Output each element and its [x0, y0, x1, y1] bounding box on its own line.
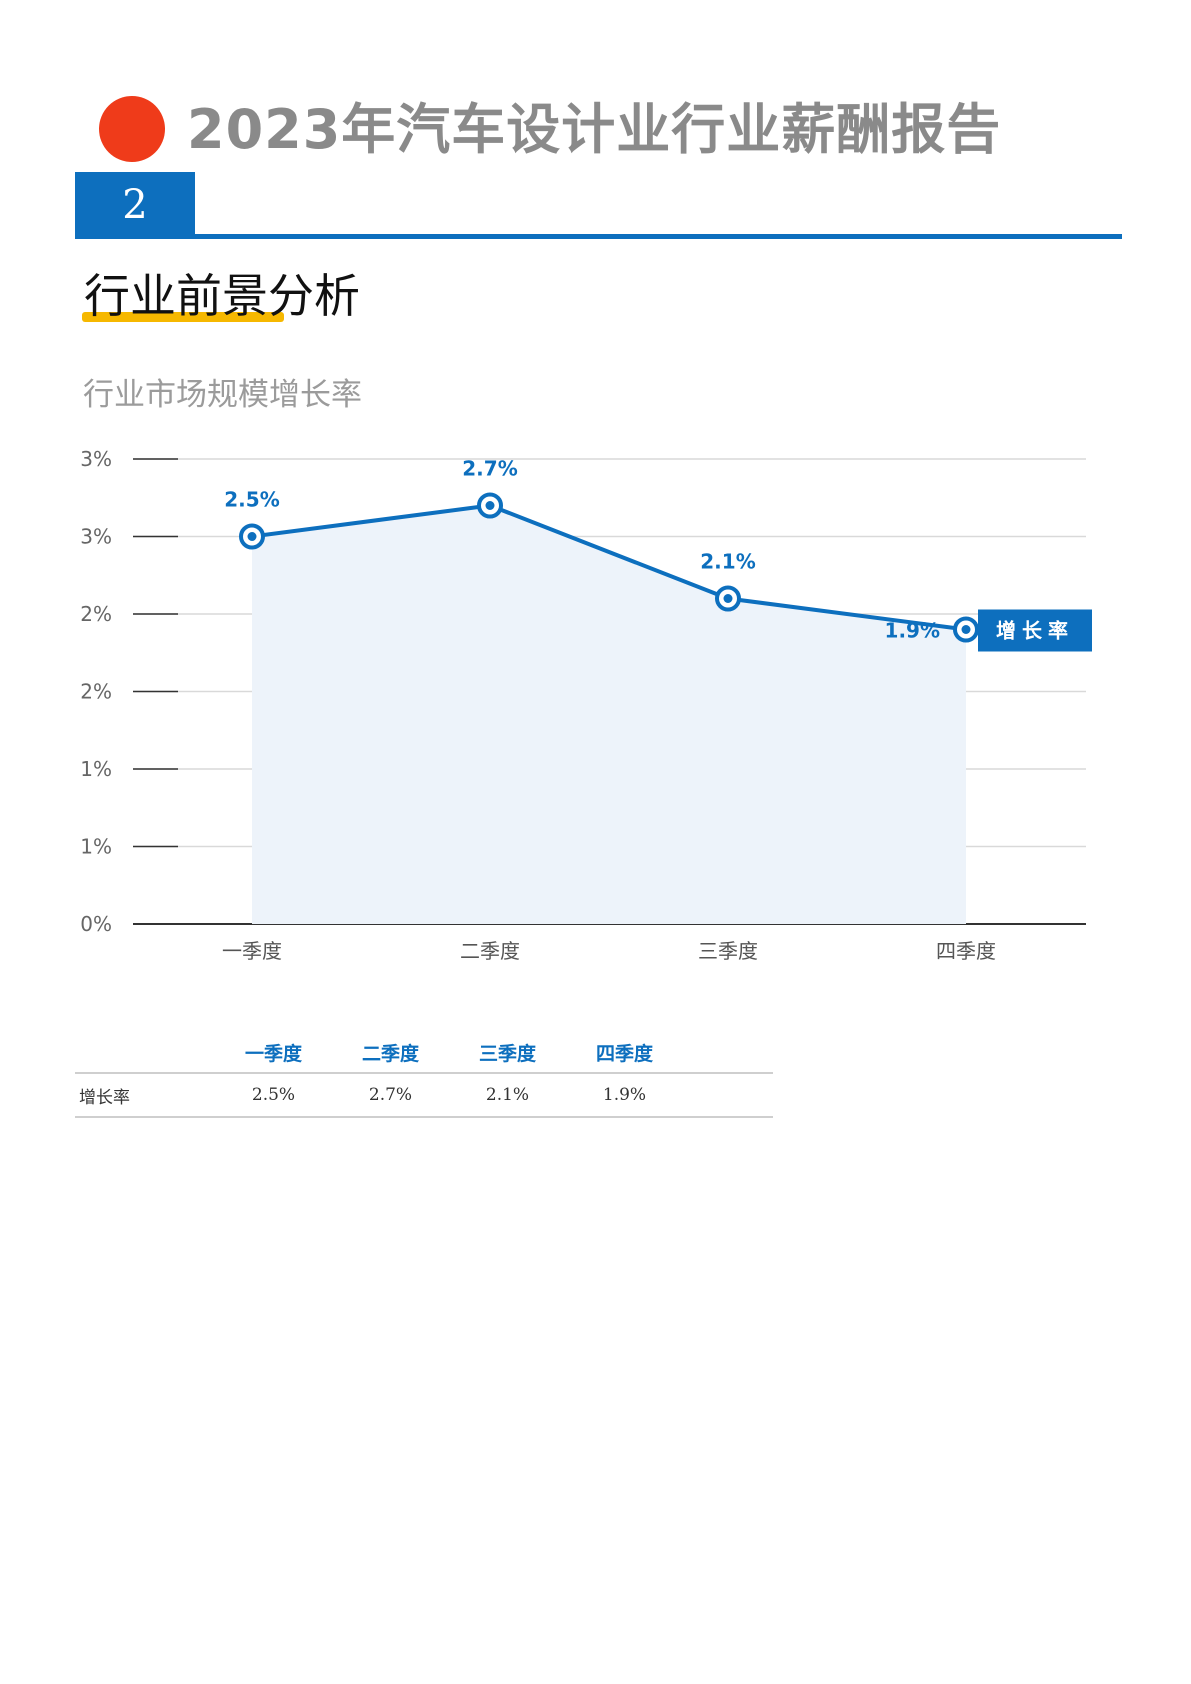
section-title: 行业前景分析 — [84, 269, 360, 323]
y-tick-label: 1% — [80, 835, 112, 859]
x-tick-label: 二季度 — [460, 939, 520, 963]
data-point-center — [961, 625, 971, 634]
data-point-center — [723, 594, 733, 603]
table-cell-blank — [683, 1073, 773, 1118]
table-header-q1: 一季度 — [215, 1032, 332, 1074]
y-tick-label: 2% — [80, 602, 112, 626]
chapter-divider — [75, 234, 1122, 239]
chapter-number-badge: 2 — [75, 172, 195, 238]
y-tick-label: 3% — [80, 447, 112, 471]
table-header-row: 一季度 二季度 三季度 四季度 — [75, 1032, 773, 1074]
report-title: 2023年汽车设计业行业薪酬报告 — [187, 98, 1002, 161]
table-header-q2: 二季度 — [332, 1032, 449, 1074]
x-tick-label: 三季度 — [698, 939, 758, 963]
table-header-q3: 三季度 — [449, 1032, 566, 1074]
y-tick-label: 1% — [80, 757, 112, 781]
table-header-blank — [75, 1032, 215, 1074]
growth-rate-table: 一季度 二季度 三季度 四季度 增长率 2.5% 2.7% 2.1% 1.9% — [75, 1032, 773, 1118]
section-title-underline — [82, 312, 284, 322]
y-tick-label: 3% — [80, 525, 112, 549]
title-bullet-dot — [99, 96, 165, 162]
table-header-blank — [683, 1032, 773, 1074]
table-header-q4: 四季度 — [566, 1032, 683, 1074]
table-cell-q2: 2.7% — [332, 1073, 449, 1118]
data-point-center — [247, 532, 257, 541]
data-label: 2.1% — [700, 550, 755, 574]
series-label-box — [978, 609, 1092, 652]
data-label: 1.9% — [885, 619, 940, 643]
y-tick-label: 0% — [80, 912, 112, 936]
data-label: 2.5% — [224, 488, 279, 512]
data-label: 2.7% — [462, 457, 517, 481]
x-tick-label: 四季度 — [936, 939, 996, 963]
growth-rate-chart: 0% 1% 1% 2% 2% 3% 3% 2.5% 2.7% 2.1% 1.9% 一季度 二季度 三季度 四… — [80, 447, 1092, 963]
series-line — [251, 503, 967, 632]
y-tick-label: 2% — [80, 680, 112, 704]
x-tick-label: 一季度 — [222, 939, 282, 963]
data-point-center — [485, 501, 495, 510]
series-name-label: 增长率 — [996, 619, 1074, 643]
table-cell-q3: 2.1% — [449, 1073, 566, 1118]
table-cell-q4: 1.9% — [566, 1073, 683, 1118]
table-row-label: 增长率 — [75, 1073, 215, 1118]
table-cell-q1: 2.5% — [215, 1073, 332, 1118]
chart-title: 行业市场规模增长率 — [83, 377, 362, 413]
table-row: 增长率 2.5% 2.7% 2.1% 1.9% — [75, 1073, 773, 1118]
series-area-fill — [252, 505, 966, 924]
